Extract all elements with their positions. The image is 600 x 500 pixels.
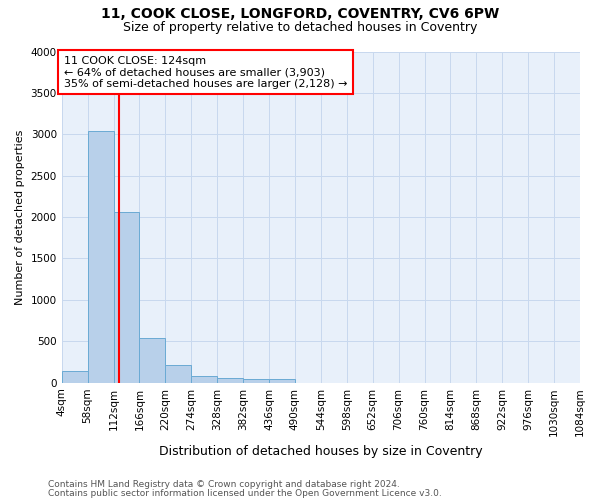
Text: Contains HM Land Registry data © Crown copyright and database right 2024.: Contains HM Land Registry data © Crown c… bbox=[48, 480, 400, 489]
Bar bbox=[113, 212, 139, 382]
Bar bbox=[62, 371, 88, 382]
Text: 11, COOK CLOSE, LONGFORD, COVENTRY, CV6 6PW: 11, COOK CLOSE, LONGFORD, COVENTRY, CV6 … bbox=[101, 8, 499, 22]
Text: Size of property relative to detached houses in Coventry: Size of property relative to detached ho… bbox=[123, 21, 477, 34]
Bar bbox=[217, 378, 243, 382]
Bar bbox=[166, 366, 191, 382]
X-axis label: Distribution of detached houses by size in Coventry: Distribution of detached houses by size … bbox=[159, 444, 482, 458]
Bar bbox=[243, 378, 269, 382]
Bar bbox=[88, 131, 113, 382]
Text: 11 COOK CLOSE: 124sqm
← 64% of detached houses are smaller (3,903)
35% of semi-d: 11 COOK CLOSE: 124sqm ← 64% of detached … bbox=[64, 56, 347, 89]
Bar bbox=[269, 380, 295, 382]
Y-axis label: Number of detached properties: Number of detached properties bbox=[15, 130, 25, 305]
Bar bbox=[191, 376, 217, 382]
Text: Contains public sector information licensed under the Open Government Licence v3: Contains public sector information licen… bbox=[48, 489, 442, 498]
Bar bbox=[139, 338, 166, 382]
